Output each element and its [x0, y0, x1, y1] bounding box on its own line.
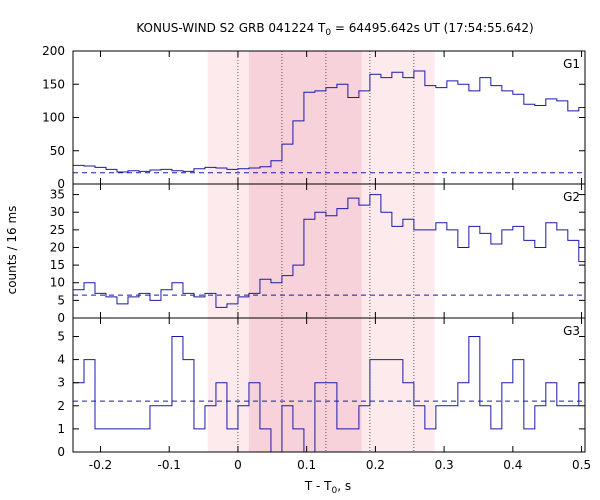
x-tick-label-0: -0.2 [89, 458, 112, 472]
dark-shaded-band [248, 51, 362, 452]
y-tick-label-g2-2: 10 [50, 276, 65, 290]
x-tick-label-2: 0 [234, 458, 242, 472]
y-tick-label-g2-6: 30 [50, 205, 65, 219]
vertical-marks-layer [237, 51, 415, 452]
y-tick-label-g3-5: 5 [57, 329, 65, 343]
y-tick-label-g1-1: 50 [50, 144, 65, 158]
series-line-g2 [73, 194, 585, 308]
panel-label-g1: G1 [563, 57, 580, 71]
y-tick-label-g2-4: 20 [50, 240, 65, 254]
y-tick-label-g2-0: 0 [57, 311, 65, 325]
series-line-g1 [73, 70, 585, 173]
x-tick-label-5: 0.3 [435, 458, 454, 472]
panel-label-g2: G2 [563, 190, 580, 204]
light-shaded-band [207, 51, 435, 452]
chart-title-rest: = 64495.642s UT (17:54:55.642) [331, 21, 534, 35]
y-tick-label-g1-4: 200 [42, 44, 65, 58]
chart-title: KONUS-WIND S2 GRB 041224 T0 = 64495.642s… [136, 21, 533, 38]
y-tick-label-g2-1: 5 [57, 293, 65, 307]
y-tick-label-g3-2: 2 [57, 399, 65, 413]
y-tick-label-g3-0: 0 [57, 445, 65, 459]
y-tick-label-g1-2: 100 [42, 111, 65, 125]
y-tick-label-g3-3: 3 [57, 376, 65, 390]
series-line-g3 [73, 335, 585, 453]
y-tick-label-g2-3: 15 [50, 258, 65, 272]
frame-layer [72, 50, 586, 453]
y-tick-label-g2-5: 25 [50, 223, 65, 237]
y-tick-label-g3-1: 1 [57, 422, 65, 436]
panel-label-g3: G3 [563, 324, 580, 338]
y-tick-label-g3-4: 4 [57, 353, 65, 367]
x-tick-label-1: -0.1 [158, 458, 181, 472]
text-layer: KONUS-WIND S2 GRB 041224 T0 = 64495.642s… [5, 21, 591, 496]
y-tick-label-g2-7: 35 [50, 188, 65, 202]
x-axis-label-subscript: 0 [332, 486, 338, 496]
chart-title-subscript: 0 [325, 28, 331, 38]
background-bands-layer [207, 51, 435, 452]
data-layer [73, 70, 585, 453]
x-tick-label-7: 0.5 [572, 458, 591, 472]
x-tick-label-6: 0.4 [503, 458, 522, 472]
chart-title-main: KONUS-WIND S2 GRB 041224 T [136, 21, 326, 35]
x-axis-label-main: T - T [304, 479, 332, 493]
x-tick-label-4: 0.2 [366, 458, 385, 472]
panel-frame-g3 [72, 317, 586, 453]
x-axis-label-rest: , s [337, 479, 351, 493]
y-axis-label: counts / 16 ms [5, 206, 19, 295]
x-axis-label: T - T0, s [304, 479, 351, 496]
x-tick-label-3: 0.1 [297, 458, 316, 472]
y-tick-label-g1-0: 0 [57, 177, 65, 191]
y-tick-label-g1-3: 150 [42, 77, 65, 91]
